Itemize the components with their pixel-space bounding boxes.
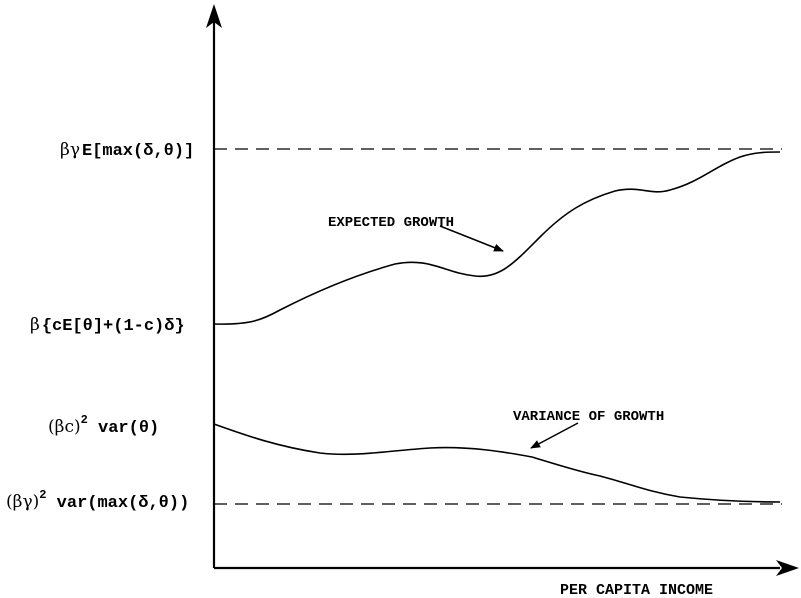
y-label-lower-start-text: {cE[θ]+(1-c)δ} [42, 317, 185, 336]
y-label-variance-bound: (βγ)2 var(max(δ,θ)) [6, 488, 189, 513]
variance-of-growth-curve [213, 423, 781, 503]
variance-of-growth-label: VARIANCE OF GROWTH [513, 409, 664, 425]
expected-growth-arrow [439, 225, 504, 252]
y-label-variance-bound-sup: 2 [39, 488, 46, 502]
x-axis-label: PER CAPITA INCOME [560, 582, 713, 598]
y-label-upper-bound: βγ E[max(δ,θ)] [60, 140, 194, 161]
y-label-upper-bound-text: E[max(δ,θ)] [82, 142, 194, 161]
variance-of-growth-arrow [530, 422, 579, 449]
expected-growth-curve [213, 151, 781, 325]
y-label-variance-start-text: var(θ) [88, 419, 159, 438]
y-label-variance-bound-text: var(max(δ,θ)) [46, 494, 189, 513]
y-label-lower-start: β {cE[θ]+(1-c)δ} [30, 315, 185, 336]
y-axis-arrowhead [206, 4, 222, 28]
y-label-variance-start-sup: 2 [81, 413, 88, 427]
y-label-variance-bound-base: (βγ) [6, 492, 39, 512]
expected-growth-label: EXPECTED GROWTH [328, 215, 454, 231]
y-label-upper-bound-prefix: βγ [60, 140, 80, 160]
y-label-variance-start-base: (βc) [48, 417, 81, 437]
x-axis-arrowhead [776, 560, 799, 576]
y-label-lower-start-prefix: β [30, 315, 40, 335]
y-label-variance-start: (βc)2 var(θ) [48, 413, 159, 438]
